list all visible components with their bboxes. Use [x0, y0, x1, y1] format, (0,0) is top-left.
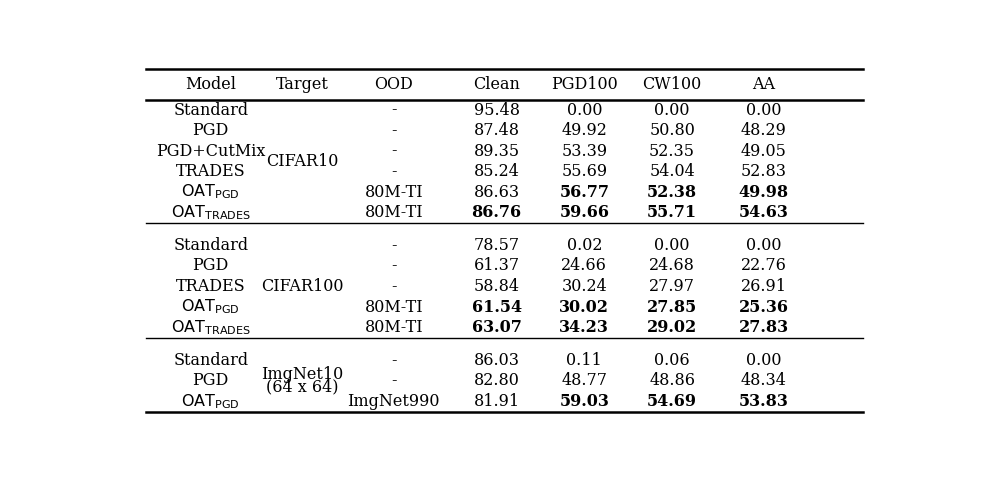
- Text: -: -: [391, 122, 397, 139]
- Text: Model: Model: [185, 76, 236, 93]
- Text: PGD: PGD: [193, 122, 229, 139]
- Text: AA: AA: [752, 76, 775, 93]
- Text: 63.07: 63.07: [471, 319, 522, 336]
- Text: 54.63: 54.63: [739, 204, 788, 221]
- Text: CIFAR100: CIFAR100: [261, 278, 343, 295]
- Text: -: -: [391, 278, 397, 295]
- Text: 61.54: 61.54: [471, 298, 522, 316]
- Text: 80M-TI: 80M-TI: [364, 184, 423, 201]
- Text: 85.24: 85.24: [473, 163, 520, 180]
- Text: 48.86: 48.86: [649, 373, 695, 389]
- Text: 52.35: 52.35: [649, 143, 695, 160]
- Text: 81.91: 81.91: [473, 393, 520, 410]
- Text: $\mathrm{OAT}_{\mathrm{PGD}}$: $\mathrm{OAT}_{\mathrm{PGD}}$: [181, 183, 240, 201]
- Text: OOD: OOD: [374, 76, 413, 93]
- Text: -: -: [391, 373, 397, 389]
- Text: 0.02: 0.02: [567, 237, 602, 254]
- Text: PGD100: PGD100: [551, 76, 618, 93]
- Text: -: -: [391, 143, 397, 160]
- Text: ImgNet990: ImgNet990: [347, 393, 440, 410]
- Text: 22.76: 22.76: [741, 257, 786, 274]
- Text: 78.57: 78.57: [473, 237, 520, 254]
- Text: 50.80: 50.80: [649, 122, 695, 139]
- Text: 87.48: 87.48: [473, 122, 520, 139]
- Text: 0.00: 0.00: [746, 102, 781, 119]
- Text: 55.69: 55.69: [561, 163, 607, 180]
- Text: 29.02: 29.02: [646, 319, 698, 336]
- Text: Standard: Standard: [173, 352, 248, 369]
- Text: CW100: CW100: [643, 76, 702, 93]
- Text: 95.48: 95.48: [473, 102, 520, 119]
- Text: Standard: Standard: [173, 237, 248, 254]
- Text: 0.11: 0.11: [567, 352, 602, 369]
- Text: PGD+CutMix: PGD+CutMix: [156, 143, 266, 160]
- Text: 27.85: 27.85: [646, 298, 698, 316]
- Text: Standard: Standard: [173, 102, 248, 119]
- Text: PGD: PGD: [193, 373, 229, 389]
- Text: 80M-TI: 80M-TI: [364, 319, 423, 336]
- Text: -: -: [391, 237, 397, 254]
- Text: 54.69: 54.69: [647, 393, 697, 410]
- Text: 82.80: 82.80: [473, 373, 520, 389]
- Text: 53.39: 53.39: [561, 143, 607, 160]
- Text: 61.37: 61.37: [473, 257, 520, 274]
- Text: $\mathrm{OAT}_{\mathrm{PGD}}$: $\mathrm{OAT}_{\mathrm{PGD}}$: [181, 392, 240, 411]
- Text: 26.91: 26.91: [741, 278, 786, 295]
- Text: 25.36: 25.36: [739, 298, 788, 316]
- Text: 55.71: 55.71: [647, 204, 697, 221]
- Text: -: -: [391, 352, 397, 369]
- Text: TRADES: TRADES: [176, 163, 246, 180]
- Text: 0.00: 0.00: [746, 352, 781, 369]
- Text: $\mathrm{OAT}_{\mathrm{TRADES}}$: $\mathrm{OAT}_{\mathrm{TRADES}}$: [170, 318, 251, 337]
- Text: 86.03: 86.03: [473, 352, 520, 369]
- Text: $\mathrm{OAT}_{\mathrm{PGD}}$: $\mathrm{OAT}_{\mathrm{PGD}}$: [181, 298, 240, 316]
- Text: 52.38: 52.38: [647, 184, 697, 201]
- Text: TRADES: TRADES: [176, 278, 246, 295]
- Text: 0.00: 0.00: [654, 237, 690, 254]
- Text: 80M-TI: 80M-TI: [364, 298, 423, 316]
- Text: 54.04: 54.04: [649, 163, 695, 180]
- Text: 24.68: 24.68: [649, 257, 695, 274]
- Text: 30.02: 30.02: [559, 298, 609, 316]
- Text: 86.76: 86.76: [471, 204, 522, 221]
- Text: 48.34: 48.34: [741, 373, 786, 389]
- Text: 86.63: 86.63: [473, 184, 520, 201]
- Text: 30.24: 30.24: [562, 278, 607, 295]
- Text: -: -: [391, 257, 397, 274]
- Text: CIFAR10: CIFAR10: [266, 153, 338, 170]
- Text: -: -: [391, 102, 397, 119]
- Text: (64 x 64): (64 x 64): [266, 378, 338, 396]
- Text: 59.66: 59.66: [559, 204, 609, 221]
- Text: 34.23: 34.23: [560, 319, 609, 336]
- Text: 48.77: 48.77: [562, 373, 607, 389]
- Text: 59.03: 59.03: [560, 393, 609, 410]
- Text: 48.29: 48.29: [741, 122, 786, 139]
- Text: -: -: [391, 163, 397, 180]
- Text: 0.00: 0.00: [654, 102, 690, 119]
- Text: 49.05: 49.05: [741, 143, 786, 160]
- Text: $\mathrm{OAT}_{\mathrm{TRADES}}$: $\mathrm{OAT}_{\mathrm{TRADES}}$: [170, 203, 251, 222]
- Text: 56.77: 56.77: [559, 184, 609, 201]
- Text: 0.06: 0.06: [654, 352, 690, 369]
- Text: 49.92: 49.92: [562, 122, 607, 139]
- Text: 27.97: 27.97: [649, 278, 695, 295]
- Text: 53.83: 53.83: [739, 393, 788, 410]
- Text: 0.00: 0.00: [567, 102, 602, 119]
- Text: 0.00: 0.00: [746, 237, 781, 254]
- Text: 89.35: 89.35: [473, 143, 520, 160]
- Text: 24.66: 24.66: [562, 257, 607, 274]
- Text: PGD: PGD: [193, 257, 229, 274]
- Text: Target: Target: [276, 76, 329, 93]
- Text: 80M-TI: 80M-TI: [364, 204, 423, 221]
- Text: 49.98: 49.98: [739, 184, 788, 201]
- Text: 58.84: 58.84: [473, 278, 520, 295]
- Text: 52.83: 52.83: [741, 163, 786, 180]
- Text: ImgNet10: ImgNet10: [261, 366, 343, 383]
- Text: 27.83: 27.83: [739, 319, 788, 336]
- Text: Clean: Clean: [473, 76, 521, 93]
